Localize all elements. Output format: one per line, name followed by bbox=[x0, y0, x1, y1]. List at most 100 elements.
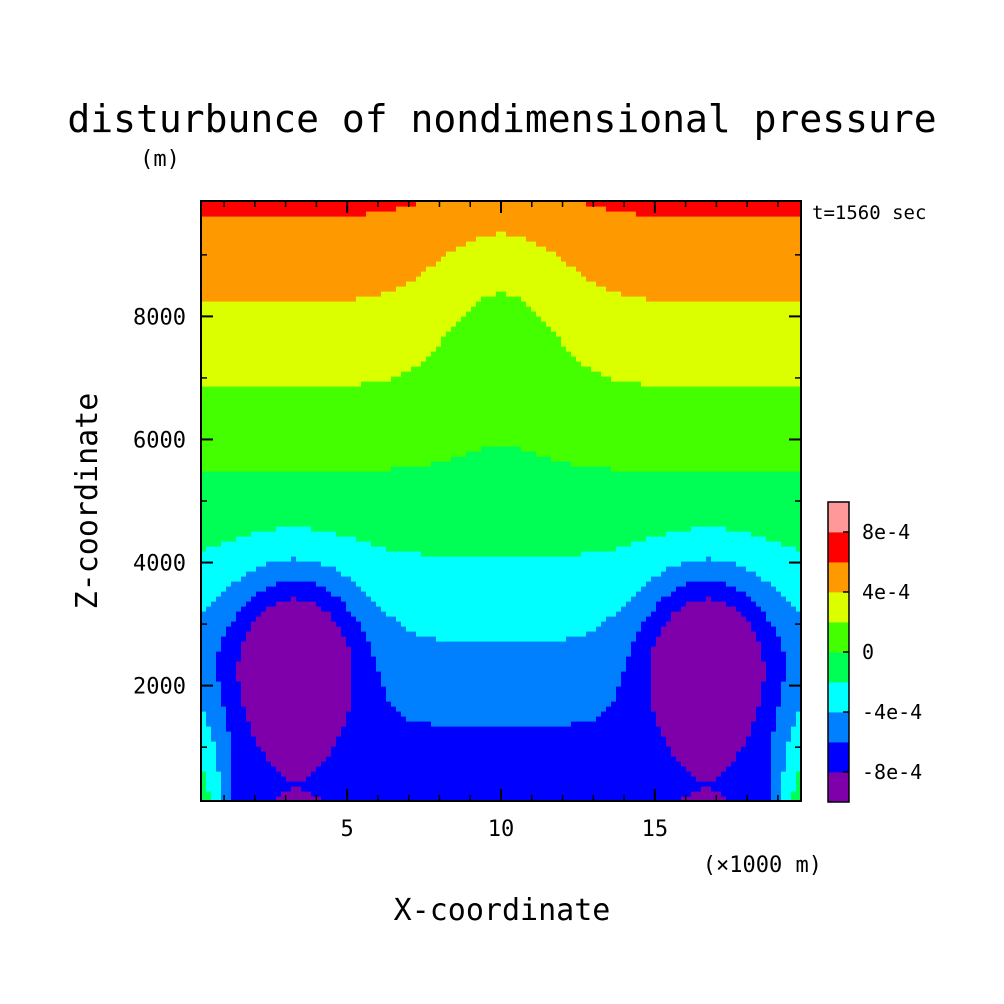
contour-band-cell bbox=[401, 711, 602, 717]
contour-band-cell bbox=[246, 631, 342, 637]
contour-band-cell bbox=[231, 781, 772, 787]
contour-band-cell bbox=[216, 596, 252, 602]
colorbar-swatch bbox=[828, 652, 849, 683]
contour-band-cell bbox=[201, 466, 392, 472]
contour-band-cell bbox=[616, 696, 652, 702]
contour-band-cell bbox=[651, 651, 762, 657]
contour-band-cell bbox=[246, 706, 352, 712]
contour-band-cell bbox=[781, 686, 802, 692]
contour-band-cell bbox=[201, 626, 227, 632]
contour-band-cell bbox=[646, 536, 767, 542]
contour-band-cell bbox=[406, 716, 597, 722]
colorbar-label: -4e-4 bbox=[862, 700, 922, 724]
contour-band-cell bbox=[231, 786, 292, 792]
contour-band-cell bbox=[201, 291, 382, 297]
time-label: t=1560 sec bbox=[812, 202, 926, 224]
contour-band-cell bbox=[341, 631, 367, 637]
contour-band-cell bbox=[201, 226, 802, 232]
contour-band-cell bbox=[711, 596, 752, 602]
contour-band-cell bbox=[651, 686, 762, 692]
y-tick-label: 2000 bbox=[133, 675, 186, 700]
contour-band-cell bbox=[696, 776, 717, 782]
contour-band-cell bbox=[321, 606, 347, 612]
contour-band-cell bbox=[611, 701, 652, 707]
contour-band-cell bbox=[556, 251, 802, 257]
contour-band-cell bbox=[201, 561, 267, 567]
contour-band-cell bbox=[231, 766, 277, 772]
contour-band-cell bbox=[771, 791, 782, 797]
contour-band-cell bbox=[556, 331, 802, 337]
contour-band-cell bbox=[201, 331, 447, 337]
contour-band-cell bbox=[201, 481, 802, 487]
contour-band-cell bbox=[606, 706, 652, 712]
contour-band-cell bbox=[201, 416, 802, 422]
contour-band-cell bbox=[776, 706, 802, 712]
contour-band-cell bbox=[371, 651, 632, 657]
contour-band-cell bbox=[476, 301, 527, 307]
contour-band-cell bbox=[536, 451, 802, 457]
colorbar-swatch bbox=[828, 532, 849, 563]
contour-band-cell bbox=[216, 661, 237, 667]
contour-band-cell bbox=[691, 771, 722, 777]
contour-band-cell bbox=[781, 646, 802, 652]
contour-band-cell bbox=[336, 531, 667, 537]
contour-band-cell bbox=[276, 581, 317, 587]
contour-band-cell bbox=[351, 706, 397, 712]
contour-band-cell bbox=[776, 716, 797, 722]
contour-band-cell bbox=[201, 256, 442, 262]
contour-band-cell bbox=[761, 691, 782, 697]
contour-band-cell bbox=[371, 596, 632, 602]
contour-band-cell bbox=[361, 626, 407, 632]
contour-band-cell bbox=[351, 651, 372, 657]
contour-band-cell bbox=[201, 366, 412, 372]
contour-band-cell bbox=[381, 681, 622, 687]
contour-band-cell bbox=[201, 436, 802, 442]
contour-band-cell bbox=[201, 321, 457, 327]
contour-band-cell bbox=[201, 566, 257, 572]
contour-band-cell bbox=[346, 606, 382, 612]
contour-band-cell bbox=[241, 656, 352, 662]
contour-band-cell bbox=[551, 326, 802, 332]
contour-band-cell bbox=[481, 446, 522, 452]
contour-band-cell bbox=[406, 626, 597, 632]
contour-band-cell bbox=[561, 336, 802, 342]
contour-band-cell bbox=[246, 716, 347, 722]
contour-band-cell bbox=[651, 576, 762, 582]
contour-band-cell bbox=[356, 581, 647, 587]
contour-band-cell bbox=[666, 531, 752, 537]
contour-band-cell bbox=[616, 546, 797, 552]
contour-band-cell bbox=[201, 756, 217, 762]
contour-band-cell bbox=[221, 701, 242, 707]
contour-band-cell bbox=[201, 271, 422, 277]
contour-band-cell bbox=[371, 646, 632, 652]
contour-band-cell bbox=[571, 351, 802, 357]
contour-band-cell bbox=[261, 611, 332, 617]
contour-band-cell bbox=[506, 231, 802, 237]
colorbar-label: 8e-4 bbox=[862, 520, 910, 544]
contour-band-cell bbox=[771, 786, 782, 792]
contour-band-cell bbox=[421, 271, 582, 277]
contour-band-cell bbox=[201, 346, 437, 352]
contour-band-cell bbox=[201, 276, 417, 282]
colorbar-label: -8e-4 bbox=[862, 760, 922, 784]
contour-band-cell bbox=[216, 751, 232, 757]
contour-band-cell bbox=[331, 751, 672, 757]
contour-band-cell bbox=[266, 606, 322, 612]
contour-band-cell bbox=[201, 691, 222, 697]
contour-band-cell bbox=[201, 616, 237, 622]
contour-band-cell bbox=[351, 701, 392, 707]
contour-band-cell bbox=[276, 601, 317, 607]
colorbar-swatch bbox=[828, 712, 849, 743]
contour-band-cell bbox=[241, 606, 267, 612]
contour-band-cell bbox=[781, 591, 802, 597]
contour-band-cell bbox=[761, 651, 787, 657]
contour-band-cell bbox=[246, 636, 347, 642]
contour-band-cell bbox=[771, 751, 787, 757]
contour-band-cell bbox=[761, 701, 782, 707]
contour-band-cell bbox=[421, 551, 582, 557]
contour-band-cell bbox=[201, 351, 432, 357]
contour-band-cell bbox=[211, 796, 222, 802]
contour-band-cell bbox=[226, 711, 247, 717]
contour-band-cell bbox=[651, 676, 767, 682]
contour-band-cell bbox=[201, 656, 217, 662]
